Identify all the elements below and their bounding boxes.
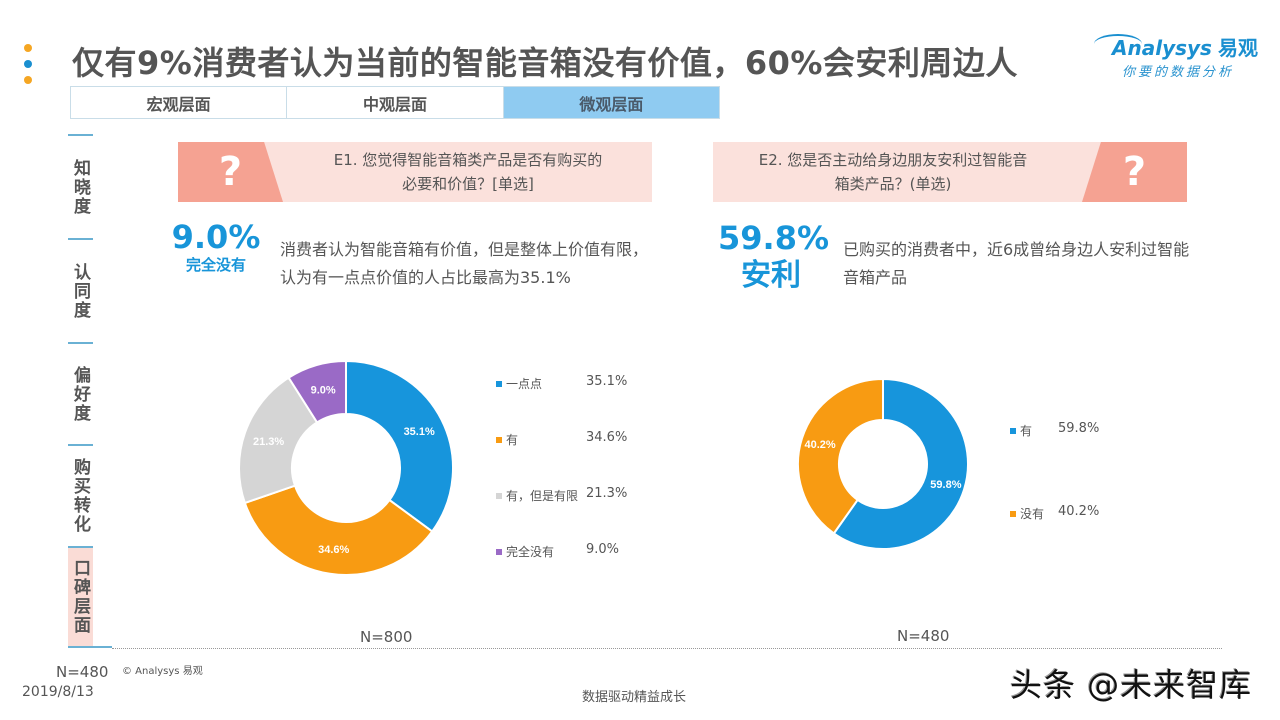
question-box-e2: E2. 您是否主动给身边朋友安利过智能音 箱类产品？(单选) ? [713,142,1187,202]
donut-chart-e2: 59.8% 40.2% [797,378,969,550]
question-e2-line2: 箱类产品？(单选) [834,175,952,193]
sidebar-item-preference[interactable]: 偏好度 [68,342,93,444]
legend-swatch-icon [496,380,502,387]
legend-label: 没有 [1020,507,1045,521]
sidebar-item-awareness[interactable]: 知晓度 [68,134,93,238]
donut-slice [238,376,319,505]
sidebar-item-recognition[interactable]: 认同度 [68,238,93,342]
legend-value: 21.3% [586,486,628,501]
sample-size-e1: N=800 [360,628,413,646]
logo-brand-en: Analysys [1112,36,1212,60]
donut-chart-e1: 35.1% 34.6% 21.3% 9.0% [238,360,454,576]
sample-size-e2: N=480 [897,627,950,645]
sidebar-item-word-of-mouth[interactable]: 口碑层面 [68,546,93,646]
donut-slice [345,360,454,533]
description-e1: 消费者认为智能音箱有价值，但是整体上价值有限，认为有一点点价值的人占比最高为35… [280,240,649,287]
slice-label: 35.1% [404,426,435,438]
legend-label: 有，但是有限 [506,489,579,503]
legend-value: 40.2% [1058,504,1100,519]
logo-brand: Analysys 易观 [1112,32,1258,61]
sidebar-end-line [68,646,112,648]
analysys-logo: Analysys 易观 你要的数据分析 [1092,30,1262,85]
level-tabs: 宏观层面 中观层面 微观层面 [70,86,720,119]
donut-slice [287,360,347,424]
legend-item: 有 [1010,422,1032,439]
footer-copyright: © Analysys 易观 [122,666,203,677]
question-e1: E1. 您觉得智能音箱类产品是否有购买的 必要和价值？[单选] [288,148,648,196]
legend-swatch-icon [1010,510,1016,517]
question-mark-icon: ? [1082,142,1187,202]
footer-divider [112,648,1222,649]
decorative-dots [24,44,32,92]
logo-brand-cn: 易观 [1217,36,1258,60]
dot-1 [24,44,32,52]
question-e2: E2. 您是否主动给身边朋友安利过智能音 箱类产品？(单选) [713,148,1073,196]
footer-slogan: 数据驱动精益成长 [582,690,687,705]
description-e2: 已购买的消费者中，近6成曾给身边人安利过智能音箱产品 [843,240,1190,287]
highlight-e2-label: 安利 [741,258,801,293]
donut-slice [243,484,434,576]
tab-meso[interactable]: 中观层面 [287,87,504,118]
legend-value: 35.1% [586,374,628,389]
legend-label: 有 [506,433,519,447]
legend-item: 有 [496,431,518,448]
question-box-e1: ? E1. 您觉得智能音箱类产品是否有购买的 必要和价值？[单选] [178,142,652,202]
tab-micro[interactable]: 微观层面 [503,87,719,118]
donut-slice [832,378,969,550]
legend-item: 没有 [1010,505,1044,522]
watermark: 头条 @未来智库 [1010,666,1253,704]
legend-swatch-icon [496,548,502,555]
legend-label: 完全没有 [506,545,555,559]
funnel-sidebar: 知晓度 认同度 偏好度 购买转化 口碑层面 [68,134,112,648]
legend-value: 9.0% [586,542,620,557]
legend-value: 59.8% [1058,421,1100,436]
highlight-e1: 9.0% 完全没有 [170,218,262,274]
legend-swatch-icon [1010,427,1016,434]
slice-label: 40.2% [805,439,836,451]
legend-label: 有 [1020,424,1033,438]
highlight-e1-label: 完全没有 [185,256,246,274]
footer-date: 2019/8/13 [22,684,94,700]
footer-sample-note: N=480 [56,663,109,681]
highlight-e1-value: 9.0% [171,218,261,256]
slice-label: 9.0% [311,384,336,396]
slice-label: 21.3% [253,436,284,448]
legend-item: 完全没有 [496,543,554,560]
highlight-e2: 59.8% 安利 [718,218,830,294]
sidebar-item-purchase[interactable]: 购买转化 [68,444,93,546]
question-e1-line2: 必要和价值？[单选] [402,175,534,193]
legend-item: 有，但是有限 [496,487,578,504]
legend-label: 一点点 [506,377,543,391]
slice-label: 59.8% [930,479,961,491]
slice-label: 34.6% [318,544,349,556]
donut-slice [797,378,884,535]
legend-item: 一点点 [496,375,542,392]
question-e2-line1: E2. 您是否主动给身边朋友安利过智能音 [758,151,1028,169]
dot-3 [24,76,32,84]
legend-swatch-icon [496,436,502,443]
legend-value: 34.6% [586,430,628,445]
page-title: 仅有9%消费者认为当前的智能音箱没有价值，60%会安利周边人 [72,44,1018,82]
dot-2 [24,60,32,68]
logo-arc-icon [1094,34,1142,54]
legend-swatch-icon [496,492,502,499]
tab-macro[interactable]: 宏观层面 [71,87,288,118]
logo-slogan: 你要的数据分析 [1122,65,1235,80]
highlight-e2-value: 59.8% [718,219,830,257]
question-e1-line1: E1. 您觉得智能音箱类产品是否有购买的 [333,151,603,169]
question-mark-icon: ? [178,142,283,202]
